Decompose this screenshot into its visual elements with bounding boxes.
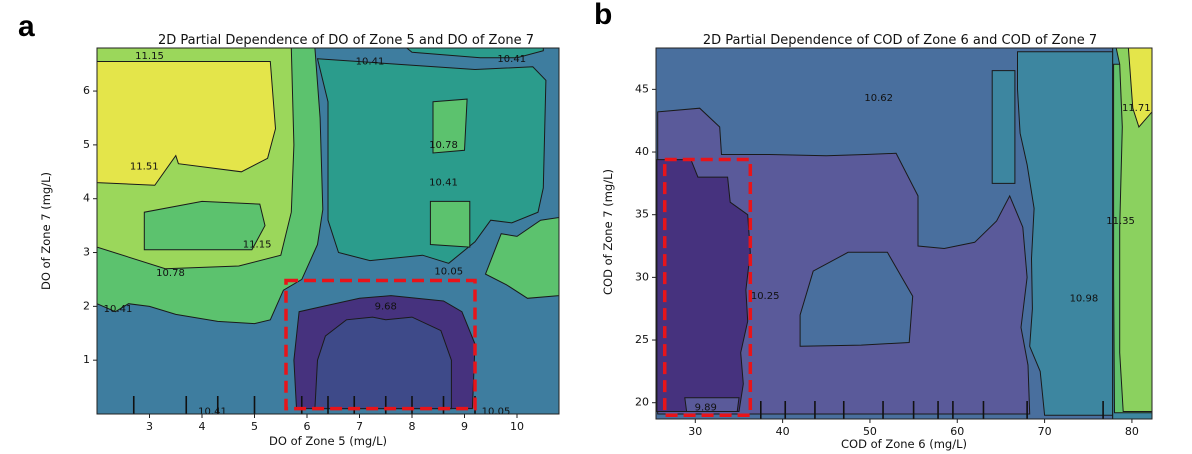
panel-b-contour-label: 10.25 [751, 291, 780, 302]
panel-a-y-tick-label: 3 [83, 246, 90, 259]
panel-b-plot: 10.62 11.71 11.35 10.98 10.25 9.89 30 40 50 60 70… [601, 47, 1153, 451]
panel-letter-a: a [18, 10, 35, 43]
panel-a-y-tick-label: 5 [83, 138, 90, 151]
panel-a-contour-region [406, 48, 544, 59]
panel-b-y-tick-label: 35 [635, 208, 649, 221]
panel-a-x-tick-label: 4 [199, 420, 206, 433]
panel-b-contour-region [1115, 48, 1152, 412]
panel-a-contour-label: 11.51 [130, 161, 159, 172]
panel-b-contour-region [991, 70, 1016, 184]
panel-a-contour-region [97, 61, 277, 186]
panel-b-y-tick-label: 45 [635, 82, 649, 95]
panel-a-contour-label: 10.41 [104, 304, 133, 315]
panel-a-x-tick-label: 3 [146, 420, 153, 433]
panel-a-contour-label: 10.78 [156, 268, 185, 279]
panel-letter-b: b [594, 0, 612, 31]
panel-a-contour-label: 11.15 [243, 239, 272, 250]
panel-a-contour-label: 9.68 [375, 301, 397, 312]
panel-a-contour-region [314, 316, 452, 410]
panel-a-contour-label: 10.41 [497, 54, 526, 65]
panel-a-x-tick-label: 7 [356, 420, 363, 433]
panel-b-contour-fill [656, 48, 1152, 419]
panel-b-contour-label: 11.71 [1122, 103, 1151, 114]
panel-a-plot: 11.15 10.41 10.41 10.78 11.51 10.41 11.15 10.05… [39, 47, 560, 448]
panel-a-contour-label: 10.41 [429, 178, 458, 189]
panel-a-y-axis-label: DO of Zone 7 (mg/L) [39, 172, 53, 290]
panel-b-contour-label: 9.89 [695, 403, 717, 414]
panel-b-contour-label: 11.35 [1106, 216, 1135, 227]
panel-a-y-tick-label: 6 [83, 84, 90, 97]
panel-a-highlight-box [284, 278, 477, 411]
panel-b-y-tick-label: 20 [635, 396, 649, 409]
panel-a-contour-region [484, 216, 559, 299]
panel-a-y-tick-label: 4 [83, 192, 90, 205]
panel-a-frame [96, 47, 560, 415]
panel-a-x-tick-label: 6 [304, 420, 311, 433]
panel-b-contour-region [1127, 48, 1152, 128]
panel-b-contour-label: 10.62 [864, 93, 893, 104]
panel-b-contour-labels: 10.62 11.71 11.35 10.98 10.25 9.89 [695, 93, 1151, 414]
panel-a-contour-label: 10.78 [429, 140, 458, 151]
panel-a-contour-region [432, 98, 468, 154]
panel-b-contour-region [799, 251, 914, 347]
panel-b-x-ticks: 30 40 50 60 70 80 [688, 419, 1139, 438]
panel-a-contour-label: 10.41 [356, 56, 385, 67]
panel-a-y-tick-label: 2 [83, 299, 90, 312]
panel-a-contour-region [143, 200, 266, 251]
panel-b-y-ticks: 20 25 30 35 40 45 [635, 82, 656, 409]
panel-b-x-tick-label: 80 [1125, 425, 1139, 438]
panel-a-y-tick-label: 1 [83, 353, 90, 366]
panel-b-x-tick-label: 70 [1038, 425, 1052, 438]
panel-b-y-tick-label: 30 [635, 270, 649, 283]
panel-a-contour-region [316, 58, 547, 264]
panel-b-contour-region [684, 397, 740, 412]
panel-b-title: 2D Partial Dependence of COD of Zone 6 a… [703, 33, 1097, 48]
panel-b-x-tick-label: 30 [688, 425, 702, 438]
panel-b-y-tick-label: 25 [635, 333, 649, 346]
panel-a-contour-label: 10.05 [482, 406, 511, 417]
panel-a-y-ticks: 1 2 3 4 5 6 [83, 84, 97, 366]
panel-a-contour-region [429, 200, 471, 248]
panel-b-rug [759, 401, 1104, 419]
panel-b-frame [655, 47, 1153, 420]
panel-b-x-tick-label: 40 [776, 425, 790, 438]
panel-a-contour-fill [97, 48, 559, 414]
panel-a-contour-label: 11.15 [135, 51, 164, 62]
panel-a-x-ticks: 3 4 5 6 7 8 9 10 [146, 414, 524, 433]
panel-b-x-tick-label: 60 [950, 425, 964, 438]
panel-a-contour-labels: 11.15 10.41 10.41 10.78 11.51 10.41 11.15 10.05… [104, 51, 526, 417]
panel-b-contour-label: 10.98 [1070, 294, 1099, 305]
panel-a-x-axis-label: DO of Zone 5 (mg/L) [269, 434, 387, 448]
panel-a-x-tick-label: 8 [409, 420, 416, 433]
panel-b-highlight-box [662, 157, 753, 417]
panel-b-y-tick-label: 40 [635, 145, 649, 158]
panel-a-x-tick-label: 9 [461, 420, 468, 433]
panel-a-x-tick-label: 10 [510, 420, 524, 433]
panel-a-title: 2D Partial Dependence of DO of Zone 5 an… [158, 33, 534, 48]
panel-a-x-tick-label: 5 [251, 420, 258, 433]
panel-b-x-tick-label: 50 [863, 425, 877, 438]
panel-b-x-axis-label: COD of Zone 6 (mg/L) [841, 437, 967, 451]
panel-a-contour-label: 10.05 [434, 266, 463, 277]
panel-b-contour-region [656, 159, 751, 412]
panel-b-y-axis-label: COD of Zone 7 (mg/L) [601, 169, 615, 295]
panel-a-contour-label: 10.41 [198, 406, 227, 417]
